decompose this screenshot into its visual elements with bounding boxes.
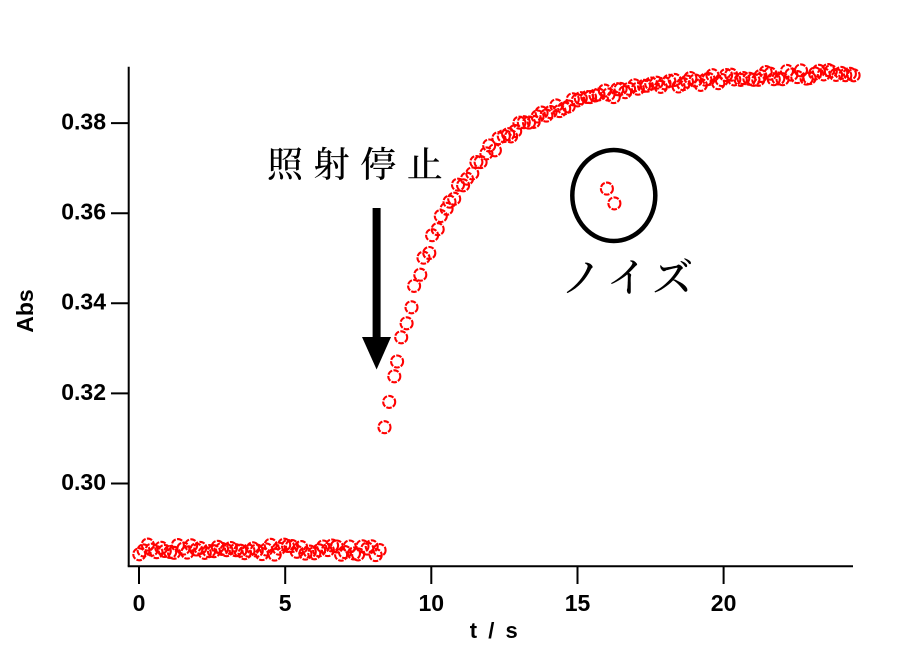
svg-text:0: 0 [133,590,146,616]
svg-text:Abs: Abs [12,289,38,332]
svg-text:5: 5 [279,590,292,616]
svg-text:15: 15 [565,590,591,616]
svg-text:t / s: t / s [470,618,520,643]
svg-text:20: 20 [711,590,737,616]
svg-text:10: 10 [419,590,445,616]
svg-text:0.36: 0.36 [61,199,106,225]
svg-text:0.32: 0.32 [61,379,106,405]
svg-text:0.30: 0.30 [61,469,106,495]
svg-text:0.38: 0.38 [61,109,106,135]
svg-text:0.34: 0.34 [61,289,106,315]
